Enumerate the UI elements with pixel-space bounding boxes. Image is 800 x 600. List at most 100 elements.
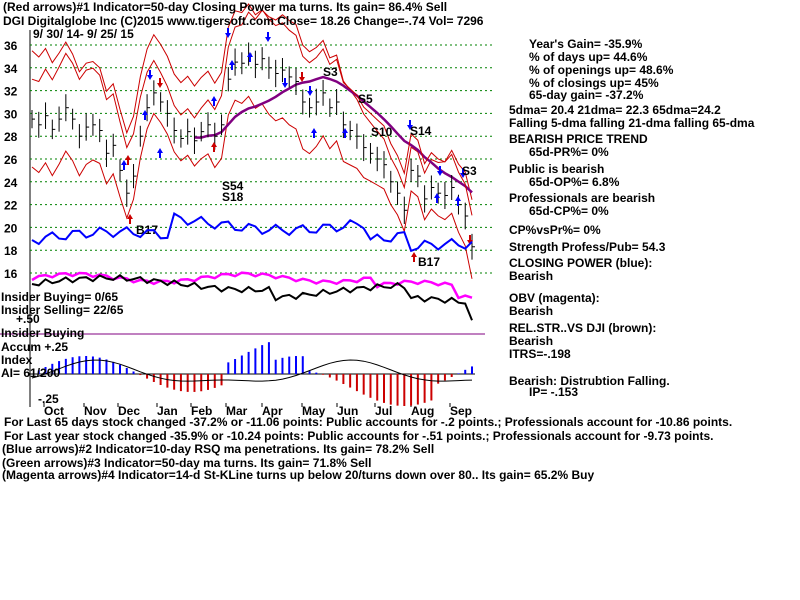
header-line1: (Red arrows)#1 Indicator=50-day Closing …: [3, 0, 448, 14]
insider-buying-ratio: Insider Buying= 0/65: [1, 290, 119, 304]
y-tick-label: 24: [4, 176, 18, 190]
public-title: Public is bearish: [509, 162, 605, 176]
falling-dma: Falling 5-dma falling 21-dma falling 65-…: [509, 116, 755, 130]
relstr-label: REL.STR..VS DJI (brown):: [509, 321, 657, 335]
signal-annotation: S5: [358, 92, 373, 106]
index-label: Index: [1, 353, 33, 367]
signal-arrow: [211, 142, 217, 152]
distribution-label: Bearish: Distrubtion Falling.: [509, 374, 670, 388]
cp-vs-pr: CP%vsPr%= 0%: [509, 223, 601, 237]
signal-annotation: S14: [410, 124, 432, 138]
y-tick-label: 22: [4, 199, 18, 213]
signal-arrow: [460, 168, 466, 178]
x-tick-label: May: [302, 404, 326, 418]
x-tick-label: Sep: [450, 404, 472, 418]
strength: Strength Profess/Pub= 54.3: [509, 240, 666, 254]
signal-annotation: S3: [462, 164, 477, 178]
closing-power-value: Bearish: [509, 269, 554, 283]
footer-line5: (Magenta arrows)#4 Indicator=14-d St-KLi…: [2, 468, 595, 482]
date-range: 9/ 30/ 14- 9/ 25/ 15: [33, 27, 134, 41]
signal-arrow: [311, 128, 317, 138]
signal-arrow: [127, 214, 133, 224]
y-tick-label: 30: [4, 107, 18, 121]
trend-title: BEARISH PRICE TREND: [509, 132, 648, 146]
footer-line3: (Blue arrows)#2 Indicator=10-day RSQ ma …: [2, 442, 435, 456]
footer-line2: For Last year stock changed -35.9% or -1…: [4, 429, 714, 443]
x-tick-label: Jul: [375, 404, 392, 418]
y-tick-label: 26: [4, 153, 18, 167]
upper-band-line: [31, 9, 473, 200]
x-tick-label: Jan: [157, 404, 178, 418]
footer-line4: (Green arrows)#3 Indicator=50-day ma tur…: [2, 456, 372, 470]
signal-arrow: [342, 128, 348, 138]
signal-arrow: [142, 110, 148, 120]
signal-arrow: [407, 120, 413, 130]
obv-label: OBV (magenta):: [509, 291, 600, 305]
signal-annotation: S54: [222, 179, 244, 193]
ip-value: IP= -.153: [529, 385, 579, 399]
signal-annotation: S18: [222, 190, 244, 204]
prof-value: 65d-CP%= 0%: [529, 204, 609, 218]
signal-arrow: [157, 78, 163, 88]
y-tick-label: 20: [4, 221, 18, 235]
obv-value: Bearish: [509, 304, 554, 318]
signal-arrow: [434, 193, 440, 203]
signal-annotation: S10: [371, 125, 393, 139]
pct-days-up: % of days up= 44.6%: [529, 50, 648, 64]
header-line2: DGI Digitalglobe Inc (C)2015 www.tigerso…: [3, 14, 484, 28]
itrs-value: ITRS=-.198: [509, 347, 571, 361]
plus50-label: +.50: [16, 312, 40, 326]
signal-arrow: [157, 148, 163, 158]
signal-arrow: [225, 28, 231, 38]
signal-arrow: [455, 196, 461, 206]
trend-value: 65d-PR%= 0%: [529, 145, 609, 159]
prof-title: Professionals are bearish: [509, 191, 656, 205]
lower-band-line: [31, 95, 473, 279]
x-tick-label: Dec: [118, 404, 140, 418]
x-tick-label: Feb: [191, 404, 212, 418]
y-tick-label: 28: [4, 130, 18, 144]
x-tick-label: Oct: [44, 404, 64, 418]
closing-power-line: [31, 211, 473, 253]
signal-arrow: [411, 252, 417, 262]
closing-power-label: CLOSING POWER (blue):: [509, 256, 653, 270]
dma-values: 5dma= 20.4 21dma= 22.3 65dma=24.2: [509, 103, 721, 117]
signal-arrow: [282, 78, 288, 88]
signal-arrow: [229, 60, 235, 70]
signal-arrow: [247, 52, 253, 62]
outer-band-line: [31, 3, 473, 216]
accum-ma-line: [31, 359, 473, 382]
y-tick-label: 34: [4, 62, 18, 76]
signal-arrow: [211, 96, 217, 106]
signal-arrow: [265, 32, 271, 42]
signal-arrow: [147, 70, 153, 80]
pct-closings-up: % of closings up= 45%: [529, 76, 659, 90]
pct-openings-up: % of openings up= 48.6%: [529, 63, 674, 77]
signal-annotation: S3: [323, 65, 338, 79]
insider-buying-label: Insider Buying: [1, 326, 85, 340]
ai-label: AI= 61/200: [1, 366, 61, 380]
years-gain: Year's Gain= -35.9%: [529, 37, 643, 51]
relstr-line: [31, 273, 473, 321]
x-tick-label: Nov: [84, 404, 107, 418]
y-tick-label: 16: [4, 267, 18, 281]
signal-arrow: [121, 160, 127, 170]
x-tick-label: Apr: [262, 404, 283, 418]
y-tick-label: 18: [4, 244, 18, 258]
insider-selling-ratio: Insider Selling= 22/65: [1, 303, 124, 317]
minus25-label: -.25: [38, 392, 59, 406]
signal-annotation: B17: [418, 255, 440, 269]
accum-label: Accum +.25: [1, 340, 69, 354]
footer-line1: For Last 65 days stock changed -37.2% or…: [4, 415, 733, 429]
y-tick-label: 32: [4, 85, 18, 99]
x-tick-label: Mar: [226, 404, 248, 418]
signal-arrow: [125, 155, 131, 165]
signal-arrow: [437, 166, 443, 176]
x-tick-label: Jun: [337, 404, 358, 418]
signal-arrow: [307, 86, 313, 96]
public-value: 65d-OP%= 6.8%: [529, 175, 620, 189]
ma65-line: [194, 75, 473, 194]
gain-65day: 65-day gain= -37.2%: [529, 88, 644, 102]
